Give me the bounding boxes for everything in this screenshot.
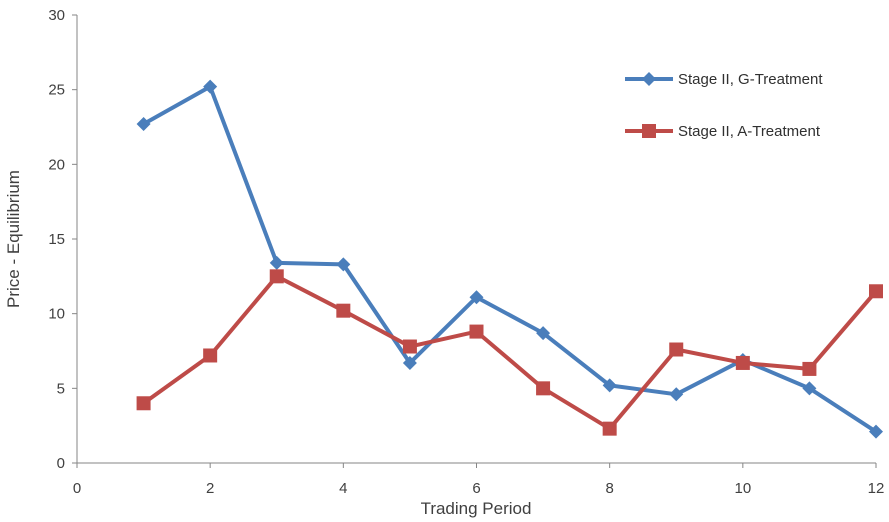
square-data-point [469,324,484,339]
legend-item-2: Stage II, A-Treatment [625,123,821,140]
y-tick-label: 0 [57,455,65,472]
legend-label: Stage II, A-Treatment [678,123,821,140]
square-data-point [802,361,817,376]
x-tick-label: 4 [339,480,347,497]
legend-label: Stage II, G-Treatment [678,71,823,88]
series-2 [136,269,883,436]
diamond-data-point [402,355,417,370]
square-data-point [136,396,151,411]
y-tick-label: 10 [48,306,65,323]
square-data-point [402,339,417,354]
diamond-data-point [336,257,351,272]
legend-square-marker [642,124,656,138]
y-tick-label: 15 [48,231,65,248]
diamond-data-point [136,117,151,132]
y-axis-title: Price - Equilibrium [4,170,23,308]
legend-diamond-marker [642,72,656,86]
axes: 0 5 10 15 20 25 30 0 2 4 6 8 10 12 [48,7,884,497]
y-tick-label: 5 [57,380,65,397]
x-tick-label: 10 [734,480,751,497]
series-layer [136,79,883,439]
square-data-point [336,303,351,318]
square-data-point [536,381,551,396]
square-data-point [669,342,684,357]
square-data-point [735,355,750,370]
diamond-data-point [802,381,817,396]
diamond-data-point [269,255,284,270]
diamond-data-point [869,424,883,439]
square-data-point [269,269,284,284]
x-tick-label: 2 [206,480,214,497]
y-tick-label: 25 [48,82,65,99]
x-tick-label: 0 [73,480,81,497]
y-tick-label: 30 [48,7,65,24]
x-tick-label: 12 [868,480,885,497]
series-line [142,274,878,431]
diamond-data-point [469,290,484,305]
legend-item-1: Stage II, G-Treatment [625,71,823,88]
square-data-point [869,284,883,299]
diamond-data-point [669,387,684,402]
diamond-data-point [536,326,551,341]
square-data-point [203,348,218,363]
diamond-data-point [602,378,617,393]
x-tick-label: 8 [605,480,613,497]
x-axis-title: Trading Period [421,499,532,518]
square-data-point [602,421,617,436]
diamond-data-point [203,79,218,94]
legend: Stage II, G-Treatment Stage II, A-Treatme… [625,71,823,140]
x-tick-label: 6 [472,480,480,497]
y-tick-label: 20 [48,156,65,173]
